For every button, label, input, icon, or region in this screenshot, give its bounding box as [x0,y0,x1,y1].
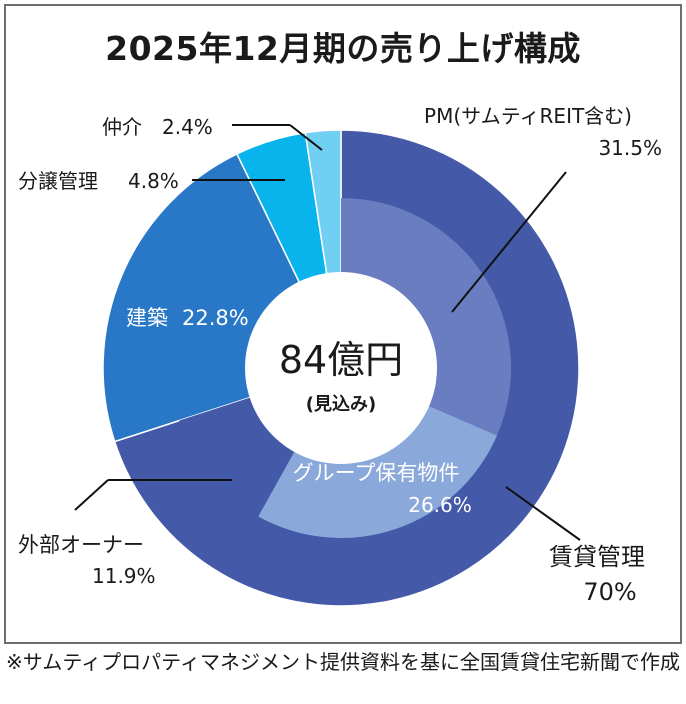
label-condo-mgmt-name: 分譲管理 [18,169,98,193]
label-group-owned-value: 26.6% [408,493,472,517]
center-value: 84億円 [279,338,403,382]
label-brokerage-value: 2.4% [162,115,213,139]
label-rental-mgmt-name: 賃貸管理 [549,543,645,571]
label-condo-mgmt-value: 4.8% [128,169,179,193]
label-rental-mgmt-value: 70% [583,578,636,606]
chart-title: 2025年12月期の売り上げ構成 [105,29,581,68]
label-external-owner-name: 外部オーナー [18,533,144,557]
leader-line-external-owner-tail [74,479,109,511]
label-brokerage-name: 仲介 [102,115,142,139]
leader-line-brokerage-tail [289,124,323,151]
label-external-owner-value: 11.9% [92,564,156,588]
leader-line-rental-mgmt [505,486,581,541]
label-construction-name: 建築 [126,306,168,330]
footnote: ※サムティプロパティマネジメント提供資料を基に全国賃貸住宅新聞で作成 [6,650,680,674]
chart-frame [4,4,682,644]
center-sublabel: (見込み) [306,394,376,415]
center-hole [245,272,437,464]
label-construction-value: 22.8% [182,306,249,330]
label-pm-value: 31.5% [598,136,662,160]
label-group-owned-name: グループ保有物件 [293,461,460,485]
leader-line-pm [451,171,567,313]
label-pm-name: PM(サムティREIT含む) [424,104,632,128]
